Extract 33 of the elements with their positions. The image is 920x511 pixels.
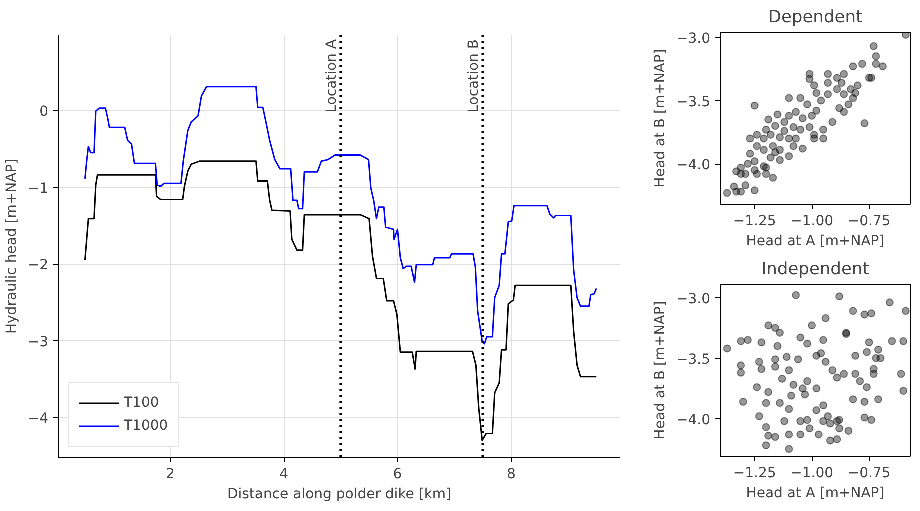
x-tick-label: −0.75 — [848, 214, 891, 230]
x-tick-label: −1.25 — [733, 466, 776, 482]
x-tick-label: −1.25 — [733, 214, 776, 230]
y-tick-label: −3.5 — [676, 352, 711, 368]
chart-title: Independent — [762, 260, 870, 280]
x-tick-label: −0.75 — [848, 466, 891, 482]
x-tick-label: −1.00 — [790, 214, 834, 230]
y-tick-label: −3 — [28, 334, 49, 350]
y-tick-label: −2 — [28, 258, 49, 274]
y-tick-label: −4.0 — [676, 158, 711, 174]
y-tick-label: −3.5 — [676, 94, 711, 110]
y-axis-title: Hydraulic head [m+NAP] — [4, 158, 20, 334]
x-tick-label: 2 — [166, 466, 175, 482]
legend-label: T1000 — [124, 418, 168, 434]
x-axis-title: Head at A [m+NAP] — [746, 486, 885, 502]
legend-label: T100 — [124, 395, 160, 411]
x-tick-label: 8 — [506, 466, 516, 482]
x-axis-title: Distance along polder dike [km] — [227, 486, 452, 502]
x-tick-label: 4 — [280, 466, 289, 482]
ref-line-label: Location A — [324, 39, 340, 113]
y-axis-title: Head at B [m+NAP] — [652, 49, 669, 188]
x-tick-label: −1.00 — [790, 466, 834, 482]
y-tick-label: −4.0 — [676, 412, 711, 428]
y-tick-label: −3.0 — [676, 291, 711, 308]
chart-title: Dependent — [768, 8, 863, 28]
x-axis-title: Head at A [m+NAP] — [746, 234, 885, 250]
y-tick-label: 0 — [40, 104, 49, 120]
y-axis-title: Head at B [m+NAP] — [652, 301, 669, 440]
x-tick-label: 6 — [393, 466, 402, 482]
ref-line-label: Location B — [466, 39, 482, 113]
y-tick-label: −4 — [28, 411, 49, 428]
y-tick-label: −3.0 — [676, 31, 711, 48]
y-tick-label: −1 — [28, 180, 49, 197]
